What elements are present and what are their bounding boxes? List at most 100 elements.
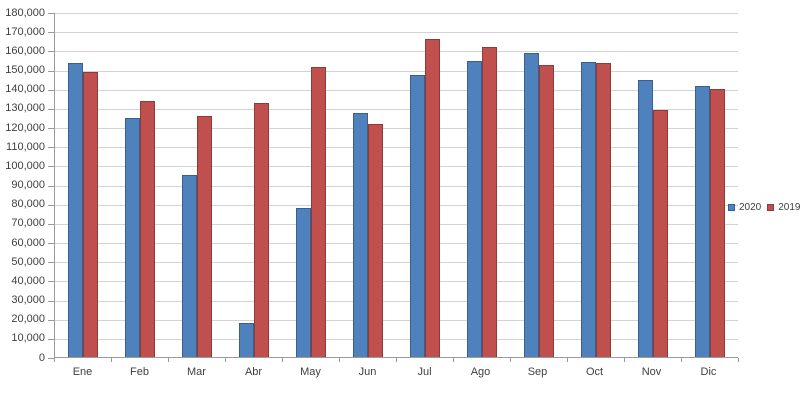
x-axis-label-abr: Abr [244, 366, 263, 378]
y-axis-tick [48, 109, 54, 110]
bar-2020-jul[interactable] [410, 75, 425, 357]
y-axis-tick-label: 160,000 [5, 45, 45, 57]
gridline [55, 262, 738, 263]
legend-item-2019[interactable]: 2019 [767, 202, 800, 213]
y-axis-tick-label: 120,000 [5, 122, 45, 134]
bar-2020-ago[interactable] [467, 61, 482, 357]
gridline [55, 301, 738, 302]
bar-2020-ene[interactable] [68, 63, 83, 357]
bar-2019-abr[interactable] [254, 103, 269, 357]
y-axis-tick-label: 140,000 [5, 83, 45, 95]
bar-2020-abr[interactable] [239, 323, 254, 357]
legend: 2020 2019 [728, 202, 800, 213]
y-axis-tick-label: 180,000 [5, 7, 45, 19]
bar-2019-mar[interactable] [197, 116, 212, 357]
y-axis-tick [48, 128, 54, 129]
y-axis-tick [48, 32, 54, 33]
y-axis-tick [48, 147, 54, 148]
y-axis-tick-label: 30,000 [11, 294, 45, 306]
x-axis-label-jul: Jul [417, 366, 432, 378]
x-axis-label-feb: Feb [130, 366, 149, 378]
x-axis-label-nov: Nov [641, 366, 662, 378]
bar-2019-ago[interactable] [482, 47, 497, 357]
y-axis-tick [48, 281, 54, 282]
y-axis-tick-label: 130,000 [5, 102, 45, 114]
x-axis-label-ago: Ago [470, 366, 491, 378]
bar-2020-oct[interactable] [581, 62, 596, 357]
y-axis-tick-label: 170,000 [5, 26, 45, 38]
gridline [55, 320, 738, 321]
x-axis-tick [738, 358, 739, 362]
legend-swatch-2019-icon [767, 204, 775, 211]
y-axis-tick [48, 90, 54, 91]
gridline [55, 109, 738, 110]
y-axis-tick-label: 80,000 [11, 198, 45, 210]
legend-swatch-2020-icon [728, 204, 735, 211]
x-axis-tick [624, 358, 625, 362]
y-axis-tick [48, 358, 54, 359]
x-axis-label-jun: Jun [358, 366, 377, 378]
y-axis-tick-label: 150,000 [5, 64, 45, 76]
y-axis-tick [48, 13, 54, 14]
x-axis-tick [510, 358, 511, 362]
legend-item-2020[interactable]: 2020 [728, 202, 761, 213]
bar-2020-nov[interactable] [638, 80, 653, 357]
bar-2020-sep[interactable] [524, 53, 539, 357]
x-axis-tick [567, 358, 568, 362]
bar-2019-sep[interactable] [539, 65, 554, 357]
gridline [55, 281, 738, 282]
x-axis-tick [111, 358, 112, 362]
gridline [55, 71, 738, 72]
x-axis-label-sep: Sep [527, 366, 548, 378]
x-axis-tick [168, 358, 169, 362]
gridline [55, 205, 738, 206]
gridline [55, 224, 738, 225]
gridline [55, 166, 738, 167]
y-axis-tick-label: 0 [38, 352, 45, 364]
gridline [55, 13, 738, 14]
y-axis-tick-label: 100,000 [5, 160, 45, 172]
gridline [55, 128, 738, 129]
x-axis-tick [225, 358, 226, 362]
bar-2019-oct[interactable] [596, 63, 611, 357]
x-axis-tick [339, 358, 340, 362]
gridline [55, 90, 738, 91]
bar-2020-feb[interactable] [125, 118, 140, 357]
y-axis-tick [48, 301, 54, 302]
legend-label-2020: 2020 [739, 202, 762, 213]
bar-2019-jul[interactable] [425, 39, 440, 357]
x-axis-tick [54, 358, 55, 362]
bar-2020-jun[interactable] [353, 113, 368, 357]
bar-2020-may[interactable] [296, 208, 311, 357]
x-axis-label-oct: Oct [585, 366, 604, 378]
gridline [55, 147, 738, 148]
y-axis-tick [48, 224, 54, 225]
gridline [55, 243, 738, 244]
bar-2020-dic[interactable] [695, 86, 710, 357]
y-axis-tick [48, 205, 54, 206]
x-axis-tick [681, 358, 682, 362]
y-axis-tick [48, 243, 54, 244]
y-axis-tick-label: 40,000 [11, 275, 45, 287]
bar-2019-may[interactable] [311, 67, 326, 357]
plot-area [54, 13, 738, 358]
y-axis-tick-label: 20,000 [11, 313, 45, 325]
bar-2019-jun[interactable] [368, 124, 383, 357]
y-axis-tick-label: 70,000 [11, 217, 45, 229]
gridline [55, 186, 738, 187]
bar-2019-dic[interactable] [710, 89, 725, 357]
x-axis-label-ene: Ene [72, 366, 93, 378]
bar-2019-ene[interactable] [83, 72, 98, 357]
bar-2019-feb[interactable] [140, 101, 155, 357]
bar-2020-mar[interactable] [182, 175, 197, 357]
x-axis-tick [453, 358, 454, 362]
y-axis-tick-label: 50,000 [11, 256, 45, 268]
gridline [55, 51, 738, 52]
bar-2019-nov[interactable] [653, 110, 668, 357]
x-axis-tick [282, 358, 283, 362]
y-axis-tick [48, 71, 54, 72]
x-axis-label-dic: Dic [700, 366, 717, 378]
y-axis-tick [48, 166, 54, 167]
y-axis-tick [48, 262, 54, 263]
